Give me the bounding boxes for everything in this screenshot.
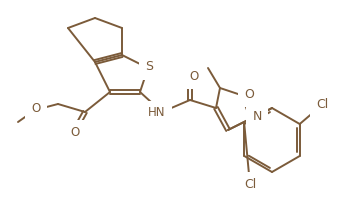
Text: O: O (190, 71, 199, 83)
Text: N: N (252, 111, 262, 123)
Text: HN: HN (148, 106, 166, 120)
Text: Cl: Cl (244, 178, 256, 192)
Text: O: O (32, 102, 41, 115)
Text: Cl: Cl (316, 99, 328, 112)
Text: S: S (145, 61, 153, 73)
Text: O: O (71, 125, 80, 139)
Text: O: O (244, 88, 254, 101)
